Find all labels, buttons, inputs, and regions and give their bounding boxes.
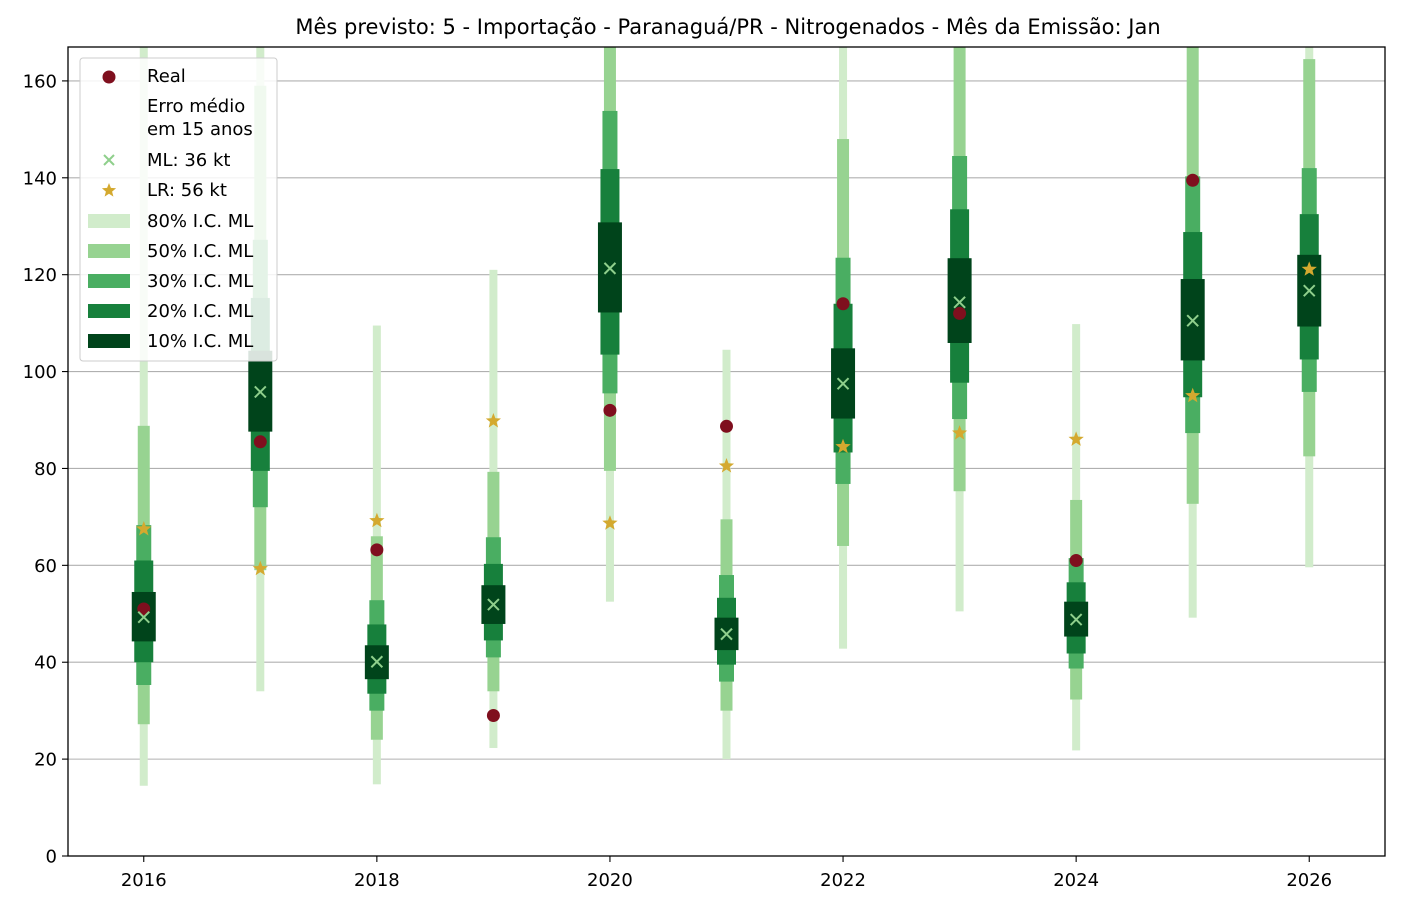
real-point-2024 — [1069, 553, 1083, 567]
lr-point-2020 — [602, 515, 618, 530]
lr-point-2026 — [1301, 261, 1317, 276]
real-point-2023 — [953, 306, 967, 320]
ml-point-stroke-b — [953, 296, 966, 309]
y-tick-label-80: 80 — [34, 459, 57, 480]
legend-ci30-swatch — [88, 274, 130, 288]
real-point-2019 — [486, 709, 500, 723]
real-point-2018 — [370, 543, 384, 557]
x-tick-label-2026: 2026 — [1286, 870, 1332, 891]
legend-ml-marker — [103, 154, 115, 166]
lr-point-2019 — [485, 413, 501, 428]
legend-ci80-label: 80% I.C. ML — [147, 211, 253, 232]
ml-point-stroke-b — [1303, 284, 1316, 297]
ml-point-stroke-b — [720, 627, 733, 641]
plot-frame — [67, 46, 1386, 857]
lr-point-2022 — [835, 438, 851, 454]
y-tick-label-160: 160 — [23, 71, 57, 92]
lr-point-2016 — [136, 521, 152, 536]
legend-ci10-swatch — [88, 334, 130, 348]
real-point-2017 — [253, 435, 267, 449]
x-tick-label-2020: 2020 — [587, 870, 633, 891]
legend-lr-marker — [101, 183, 117, 197]
legend-real-marker — [102, 70, 116, 84]
legend-error-header: Erro médio em 15 anos — [147, 96, 253, 140]
legend-error-header-line1: Erro médio — [147, 96, 245, 117]
legend-ci50-swatch — [88, 244, 130, 258]
ml-point-2026 — [1303, 284, 1316, 297]
interval-bars — [131, 47, 1322, 786]
ml-point-2019 — [487, 598, 500, 611]
legend: Real Erro médio em 15 anos ML: 36 kt LR:… — [79, 57, 278, 362]
y-tick-label-140: 140 — [23, 168, 57, 189]
ml-point-2021 — [720, 627, 733, 641]
ml-point-stroke-b — [487, 598, 500, 611]
legend-real-label: Real — [147, 66, 186, 87]
ml-point-stroke-b — [1069, 613, 1083, 626]
y-tick-label-60: 60 — [34, 556, 57, 577]
y-tick-label-20: 20 — [34, 750, 57, 771]
legend-ci20-swatch — [88, 304, 130, 318]
y-tick-label-0: 0 — [46, 847, 57, 868]
ml-point-2017 — [254, 385, 267, 399]
x-tick-label-2016: 2016 — [121, 870, 167, 891]
y-tick-label-40: 40 — [34, 653, 57, 674]
lr-point-2018 — [369, 512, 385, 528]
legend-ci10-label: 10% I.C. ML — [147, 331, 253, 352]
lr-point-2025 — [1185, 387, 1201, 403]
legend-ml-label: ML: 36 kt — [147, 150, 230, 171]
bar-ci10-2023 — [947, 258, 972, 343]
markers — [136, 173, 1317, 723]
ml-point-2024 — [1069, 613, 1083, 626]
legend-ci50-label: 50% I.C. ML — [147, 241, 253, 262]
chart-title: Mês previsto: 5 - Importação - Paranaguá… — [295, 15, 1160, 39]
ml-point-2025 — [1186, 314, 1199, 327]
real-point-2021 — [720, 419, 733, 433]
ml-point-2020 — [603, 262, 617, 275]
ml-point-stroke-b — [137, 610, 150, 624]
y-axis: 0 20 40 60 80 100 120 140 160 — [23, 71, 68, 868]
real-point-2025 — [1186, 173, 1200, 187]
y-tick-label-120: 120 — [23, 265, 57, 286]
legend-lr-label: LR: 56 kt — [147, 180, 227, 201]
legend-ci20-label: 20% I.C. ML — [147, 301, 253, 322]
ml-point-2016 — [137, 610, 150, 624]
x-tick-label-2018: 2018 — [354, 870, 400, 891]
legend-ci30-label: 30% I.C. ML — [147, 271, 253, 292]
legend-error-header-line2: em 15 anos — [147, 119, 253, 140]
ml-point-stroke-b — [370, 655, 384, 668]
x-tick-label-2024: 2024 — [1053, 870, 1099, 891]
ml-point-stroke-b — [254, 385, 267, 399]
ml-point-stroke-b — [1186, 314, 1199, 327]
real-point-2016 — [137, 602, 151, 616]
ml-point-2018 — [370, 655, 384, 668]
lr-point-2017 — [252, 560, 268, 576]
x-axis: 2016 2018 2020 2022 2024 2026 — [121, 856, 1332, 891]
lr-point-2021 — [718, 458, 735, 473]
x-tick-label-2022: 2022 — [820, 870, 866, 891]
ml-point-2023 — [953, 296, 966, 309]
ml-point-stroke-b — [603, 262, 617, 275]
ml-point-2022 — [836, 377, 850, 390]
real-point-2020 — [603, 403, 617, 417]
ml-point-stroke-b — [836, 377, 850, 390]
real-point-2022 — [836, 297, 850, 311]
legend-ci80-swatch — [88, 214, 130, 228]
y-tick-label-100: 100 — [23, 362, 57, 383]
bar-ci80-2016 — [139, 47, 148, 786]
lr-point-2024 — [1068, 431, 1084, 446]
lr-point-2023 — [952, 425, 968, 440]
